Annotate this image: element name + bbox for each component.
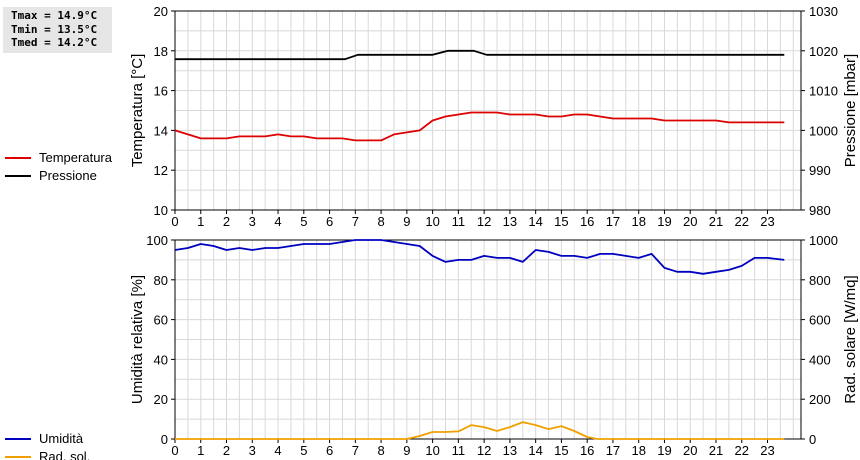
tmed-label: Tmed = 14.2°C (11, 36, 98, 49)
x-tick-label: 15 (554, 443, 568, 458)
x-tick-label: 7 (352, 443, 359, 458)
legend-label-1: Pressione (39, 168, 97, 183)
y-tick-label: 80 (154, 273, 168, 288)
x-tick-label: 0 (171, 214, 178, 229)
x-tick-label: 21 (709, 443, 723, 458)
series-line-1 (175, 421, 785, 440)
x-tick-label: 11 (452, 443, 466, 458)
temperature-pressure-chart: 0 1 2 3 4 5 6 7 8 9 10 11 12 13 14 15 16 17 18 19 20 21 22 2310… (5, 4, 859, 229)
stats-box: Tmax = 14.9°C Tmin = 13.5°C Tmed = 14.2°… (3, 7, 112, 53)
x-tick-label: 3 (249, 443, 256, 458)
x-tick-label: 0 (171, 443, 178, 458)
y2-axis-label: Rad. solare [W/mq] (842, 275, 859, 403)
x-tick-label: 9 (403, 443, 410, 458)
y2-tick-label: 200 (809, 392, 831, 407)
y2-tick-label: 1000 (809, 233, 838, 248)
y2-tick-label: 0 (809, 432, 816, 447)
tmax-label: Tmax = 14.9°C (11, 9, 98, 22)
x-tick-label: 10 (425, 214, 439, 229)
humidity-radiation-chart: 0 1 2 3 4 5 6 7 8 9 10 11 12 13 14 15 16 17 18 19 20 21 22 2302… (5, 233, 859, 460)
y-tick-label: 20 (154, 4, 168, 19)
x-tick-label: 19 (657, 214, 671, 229)
y-tick-label: 14 (154, 123, 168, 138)
x-tick-label: 23 (760, 214, 774, 229)
x-tick-label: 5 (300, 214, 307, 229)
x-tick-label: 9 (403, 214, 410, 229)
x-tick-label: 10 (425, 443, 439, 458)
x-tick-label: 2 (223, 443, 230, 458)
y-tick-label: 12 (154, 163, 168, 178)
x-tick-label: 14 (528, 214, 542, 229)
x-tick-label: 21 (709, 214, 723, 229)
plot-frame (174, 239, 802, 440)
y-axis-label: Temperatura [°C] (129, 54, 146, 168)
x-tick-label: 12 (477, 443, 491, 458)
x-tick-label: 5 (300, 443, 307, 458)
x-tick-label: 11 (452, 214, 466, 229)
x-tick-label: 20 (683, 214, 697, 229)
x-tick-label: 1 (197, 443, 204, 458)
y2-tick-label: 1010 (809, 84, 838, 99)
series-line-0 (174, 111, 785, 142)
x-tick-label: 17 (606, 443, 620, 458)
x-tick-label: 3 (249, 214, 256, 229)
x-tick-label: 6 (326, 214, 333, 229)
x-tick-label: 12 (477, 214, 491, 229)
y-tick-label: 100 (146, 233, 168, 248)
x-tick-label: 22 (735, 443, 749, 458)
x-tick-label: 13 (503, 214, 517, 229)
y2-tick-label: 980 (809, 203, 831, 218)
x-tick-label: 15 (554, 214, 568, 229)
x-tick-label: 1 (197, 214, 204, 229)
y2-tick-label: 600 (809, 313, 831, 328)
x-tick-label: 16 (580, 443, 594, 458)
y2-tick-label: 400 (809, 352, 831, 367)
y2-tick-label: 990 (809, 163, 831, 178)
plot-frame (174, 10, 802, 211)
x-tick-label: 2 (223, 214, 230, 229)
x-tick-label: 4 (274, 214, 281, 229)
x-tick-label: 18 (631, 443, 645, 458)
x-tick-label: 23 (760, 443, 774, 458)
series-line-0 (174, 239, 785, 275)
y-tick-label: 20 (154, 392, 168, 407)
y2-tick-label: 800 (809, 273, 831, 288)
y-tick-label: 10 (154, 203, 168, 218)
x-tick-label: 20 (683, 443, 697, 458)
x-tick-label: 19 (657, 443, 671, 458)
y-tick-label: 40 (154, 352, 168, 367)
y-tick-label: 18 (154, 44, 168, 59)
legend-label-0: Umidità (39, 431, 84, 446)
y-axis-label: Umidità relativa [%] (129, 275, 146, 404)
x-tick-label: 8 (377, 443, 384, 458)
y2-tick-label: 1020 (809, 44, 838, 59)
x-tick-label: 22 (735, 214, 749, 229)
legend-label-0: Temperatura (39, 150, 113, 165)
x-tick-label: 8 (377, 214, 384, 229)
x-tick-label: 13 (503, 443, 517, 458)
x-tick-label: 4 (274, 443, 281, 458)
y-tick-label: 60 (154, 313, 168, 328)
x-tick-label: 6 (326, 443, 333, 458)
legend-label-1: Rad. sol. (39, 449, 90, 460)
series-line-1 (175, 49, 785, 61)
tmin-label: Tmin = 13.5°C (11, 22, 98, 36)
x-tick-label: 14 (528, 443, 542, 458)
y2-tick-label: 1000 (809, 123, 838, 138)
y2-axis-label: Pressione [mbar] (842, 54, 859, 167)
x-tick-label: 7 (352, 214, 359, 229)
x-tick-label: 16 (580, 214, 594, 229)
y-tick-label: 0 (161, 432, 168, 447)
y-tick-label: 16 (154, 84, 168, 99)
x-tick-label: 17 (606, 214, 620, 229)
y2-tick-label: 1030 (809, 4, 838, 19)
x-tick-label: 18 (631, 214, 645, 229)
